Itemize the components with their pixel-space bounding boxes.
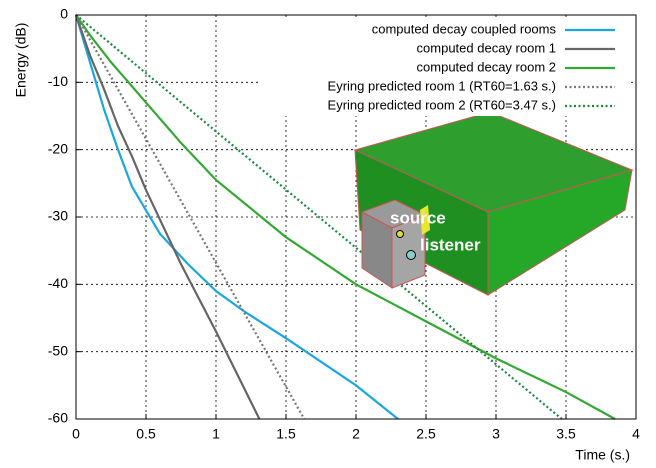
plot-frame (75, 14, 637, 420)
line-series (75, 14, 563, 420)
x-tick-label: 0 (72, 426, 80, 442)
x-tick-label: 3 (492, 426, 500, 442)
x-tick-label: 2 (352, 426, 360, 442)
x-tick-label: 2.5 (416, 426, 436, 442)
annotation: listener (420, 235, 481, 254)
x-tick-label: 1 (212, 426, 220, 442)
legend-label: computed decay room 2 (417, 59, 556, 74)
line-series (74, 14, 399, 420)
y-tick-label: -50 (48, 342, 68, 358)
y-tick-label: -20 (48, 140, 68, 156)
x-tick-label: 3.5 (556, 426, 576, 442)
y-tick-label: -40 (48, 275, 68, 291)
room-side (487, 169, 633, 296)
y-tick-label: -60 (48, 410, 68, 426)
legend-label: computed decay room 1 (417, 40, 556, 55)
x-tick-label: 1.5 (276, 426, 296, 442)
x-axis-label: Time (s.) (575, 447, 630, 463)
legend-label: computed decay coupled rooms (372, 21, 557, 36)
y-tick-label: -30 (48, 208, 68, 224)
x-tick-label: 4 (632, 426, 640, 442)
legend-label: Eyring predicted room 1 (RT60=1.63 s.) (328, 78, 556, 93)
line-series (74, 14, 261, 420)
line-series (75, 14, 306, 420)
room-inset: source listener (353, 111, 634, 296)
legend-label: Eyring predicted room 2 (RT60=3.47 s.) (328, 97, 556, 112)
source-point (396, 230, 404, 238)
y-tick-label: 0 (60, 6, 68, 22)
annotation: source (390, 208, 446, 227)
y-axis-label: Energy (dB) (13, 23, 29, 98)
opening (420, 205, 430, 235)
line-series (75, 14, 616, 420)
y-tick-label: -10 (48, 73, 68, 89)
x-tick-label: 0.5 (136, 426, 156, 442)
listener-point (406, 250, 416, 260)
